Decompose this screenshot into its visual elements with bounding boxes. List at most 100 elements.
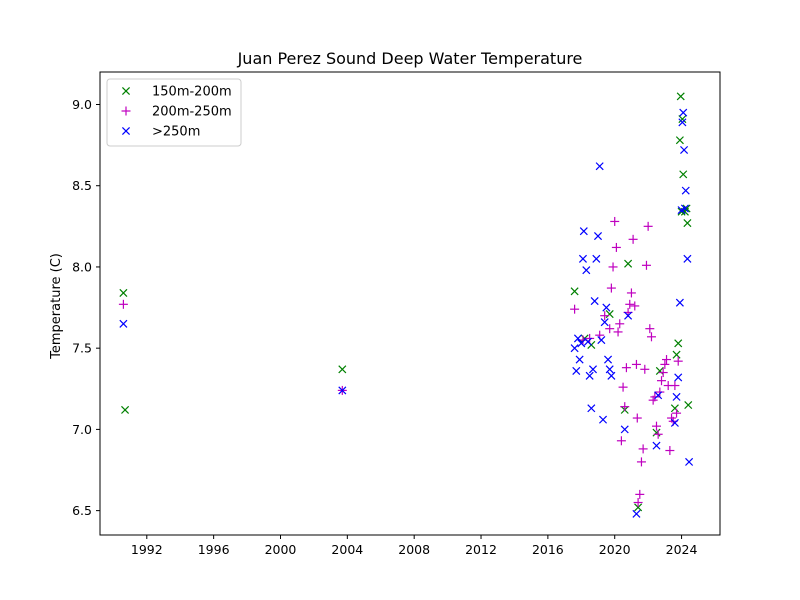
y-tick-label: 6.5 — [72, 503, 92, 518]
data-point — [579, 227, 588, 236]
data-point — [634, 503, 643, 512]
y-tick-label: 8.0 — [72, 259, 92, 274]
x-tick-label: 2020 — [599, 542, 631, 557]
data-point — [577, 339, 586, 348]
series-1 — [118, 216, 683, 508]
data-point — [588, 365, 598, 374]
data-point — [624, 311, 633, 320]
data-point — [673, 356, 683, 366]
plot-marks — [118, 92, 694, 518]
data-point — [632, 509, 641, 518]
x-tick-label: 2008 — [398, 542, 430, 557]
data-point — [653, 429, 663, 439]
x-tick-label: 2016 — [532, 542, 564, 557]
data-point — [119, 319, 128, 328]
data-point — [674, 373, 683, 382]
data-point — [628, 234, 638, 244]
data-point — [640, 364, 650, 374]
data-point — [676, 92, 685, 101]
data-point — [570, 304, 580, 314]
data-point — [624, 259, 633, 268]
data-point — [680, 145, 689, 155]
data-point — [684, 401, 693, 410]
data-point — [658, 368, 668, 378]
data-point — [121, 405, 130, 414]
series-2 — [119, 108, 694, 518]
data-point — [587, 404, 596, 413]
x-tick-label: 2024 — [666, 542, 698, 557]
data-point — [645, 324, 655, 334]
data-point — [670, 404, 679, 413]
data-point — [582, 266, 591, 275]
data-point — [630, 301, 640, 311]
data-point — [578, 254, 587, 263]
legend: 150m-200m 200m-250m >250m — [106, 78, 242, 147]
data-point — [590, 297, 599, 306]
x-tick-label: 2000 — [265, 542, 297, 557]
legend-marker — [121, 86, 131, 96]
data-point — [338, 365, 347, 374]
data-point — [670, 418, 679, 427]
y-axis-label: Temperature (C) — [49, 253, 64, 360]
x-tick-label: 2012 — [465, 542, 497, 557]
data-point — [683, 254, 692, 263]
data-point — [678, 118, 687, 127]
data-point — [655, 366, 664, 375]
data-point — [593, 232, 603, 241]
legend-box — [106, 78, 242, 147]
data-point — [631, 359, 641, 369]
data-point — [610, 216, 620, 226]
chart-title: Juan Perez Sound Deep Water Temperature — [237, 49, 583, 68]
data-point — [600, 311, 610, 321]
plot-frame — [99, 71, 721, 536]
data-point — [605, 310, 614, 319]
data-point — [657, 376, 667, 386]
data-point — [680, 204, 689, 213]
data-point — [675, 298, 684, 307]
data-point — [616, 436, 626, 446]
data-point — [605, 324, 615, 334]
y-tick-label: 7.5 — [72, 341, 92, 356]
data-point — [608, 262, 618, 272]
legend-marker — [121, 106, 131, 116]
data-point — [625, 299, 635, 309]
data-point — [636, 457, 646, 467]
data-point — [573, 334, 582, 343]
x-tick-label: 1996 — [198, 542, 230, 557]
data-point — [118, 299, 128, 309]
data-point — [655, 387, 665, 397]
data-point — [646, 332, 656, 342]
data-point — [606, 283, 616, 293]
data-point — [654, 391, 663, 400]
data-point — [674, 339, 683, 348]
data-point — [613, 327, 623, 337]
axis-ticks: 1992 1996 2000 2004 2008 2012 2016 2020 2024 6.5 7… — [72, 97, 697, 557]
data-point — [119, 288, 128, 297]
data-point — [672, 408, 682, 418]
data-point — [600, 318, 609, 327]
data-point — [662, 355, 672, 365]
data-point — [592, 254, 601, 263]
data-point — [675, 136, 684, 145]
data-point — [679, 108, 688, 117]
data-point — [665, 446, 675, 456]
data-point — [685, 457, 694, 466]
data-point — [643, 221, 653, 231]
data-point — [595, 162, 604, 171]
data-point — [620, 425, 629, 434]
data-point — [670, 381, 680, 391]
data-point — [638, 444, 648, 454]
legend-marker — [121, 126, 131, 136]
data-point — [652, 441, 661, 450]
data-point — [672, 350, 681, 359]
legend-label: >250m — [152, 125, 200, 140]
data-point — [570, 287, 579, 296]
data-point — [615, 319, 625, 329]
data-point — [604, 355, 613, 364]
x-tick-label: 1992 — [131, 542, 163, 557]
data-point — [681, 186, 690, 195]
data-point — [572, 366, 581, 375]
data-point — [679, 170, 688, 179]
data-point — [678, 115, 687, 124]
